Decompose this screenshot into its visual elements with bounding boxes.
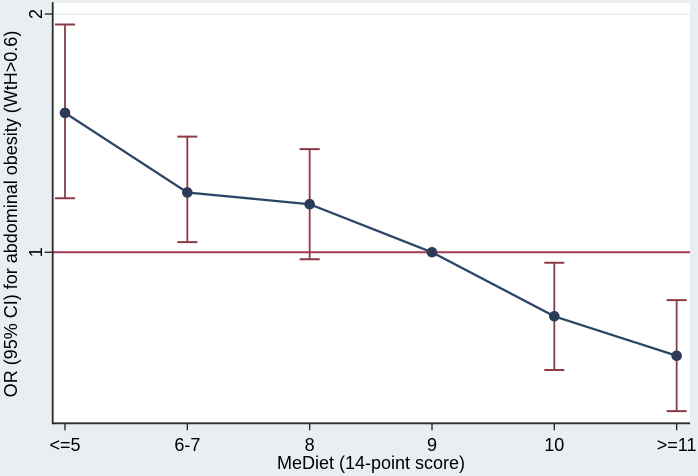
data-point-marker [549, 311, 560, 322]
x-tick-label: 6-7 [174, 435, 200, 455]
y-axis-title: OR (95% CI) for abdominal obesity (WtH>0… [1, 31, 21, 398]
x-tick-label: >=11 [657, 435, 697, 455]
data-point-marker [59, 107, 71, 119]
x-tick-label: 9 [427, 435, 437, 455]
data-point-marker [182, 187, 193, 198]
x-tick-label: 10 [544, 435, 564, 455]
data-point-marker [304, 198, 315, 210]
y-tick-label: 2 [26, 9, 46, 19]
plot-area [52, 3, 690, 424]
x-axis-title: MeDiet (14-point score) [277, 453, 465, 473]
x-tick-label: <=5 [49, 435, 80, 455]
plot-layer: 1 2 <=5 6-7 8 9 10 >=11 [26, 2, 697, 455]
data-point-marker [426, 246, 438, 258]
x-tick-label: 8 [305, 435, 315, 455]
y-tick-label: 1 [26, 247, 46, 257]
data-point-marker [671, 350, 682, 362]
series-line [64, 111, 678, 357]
